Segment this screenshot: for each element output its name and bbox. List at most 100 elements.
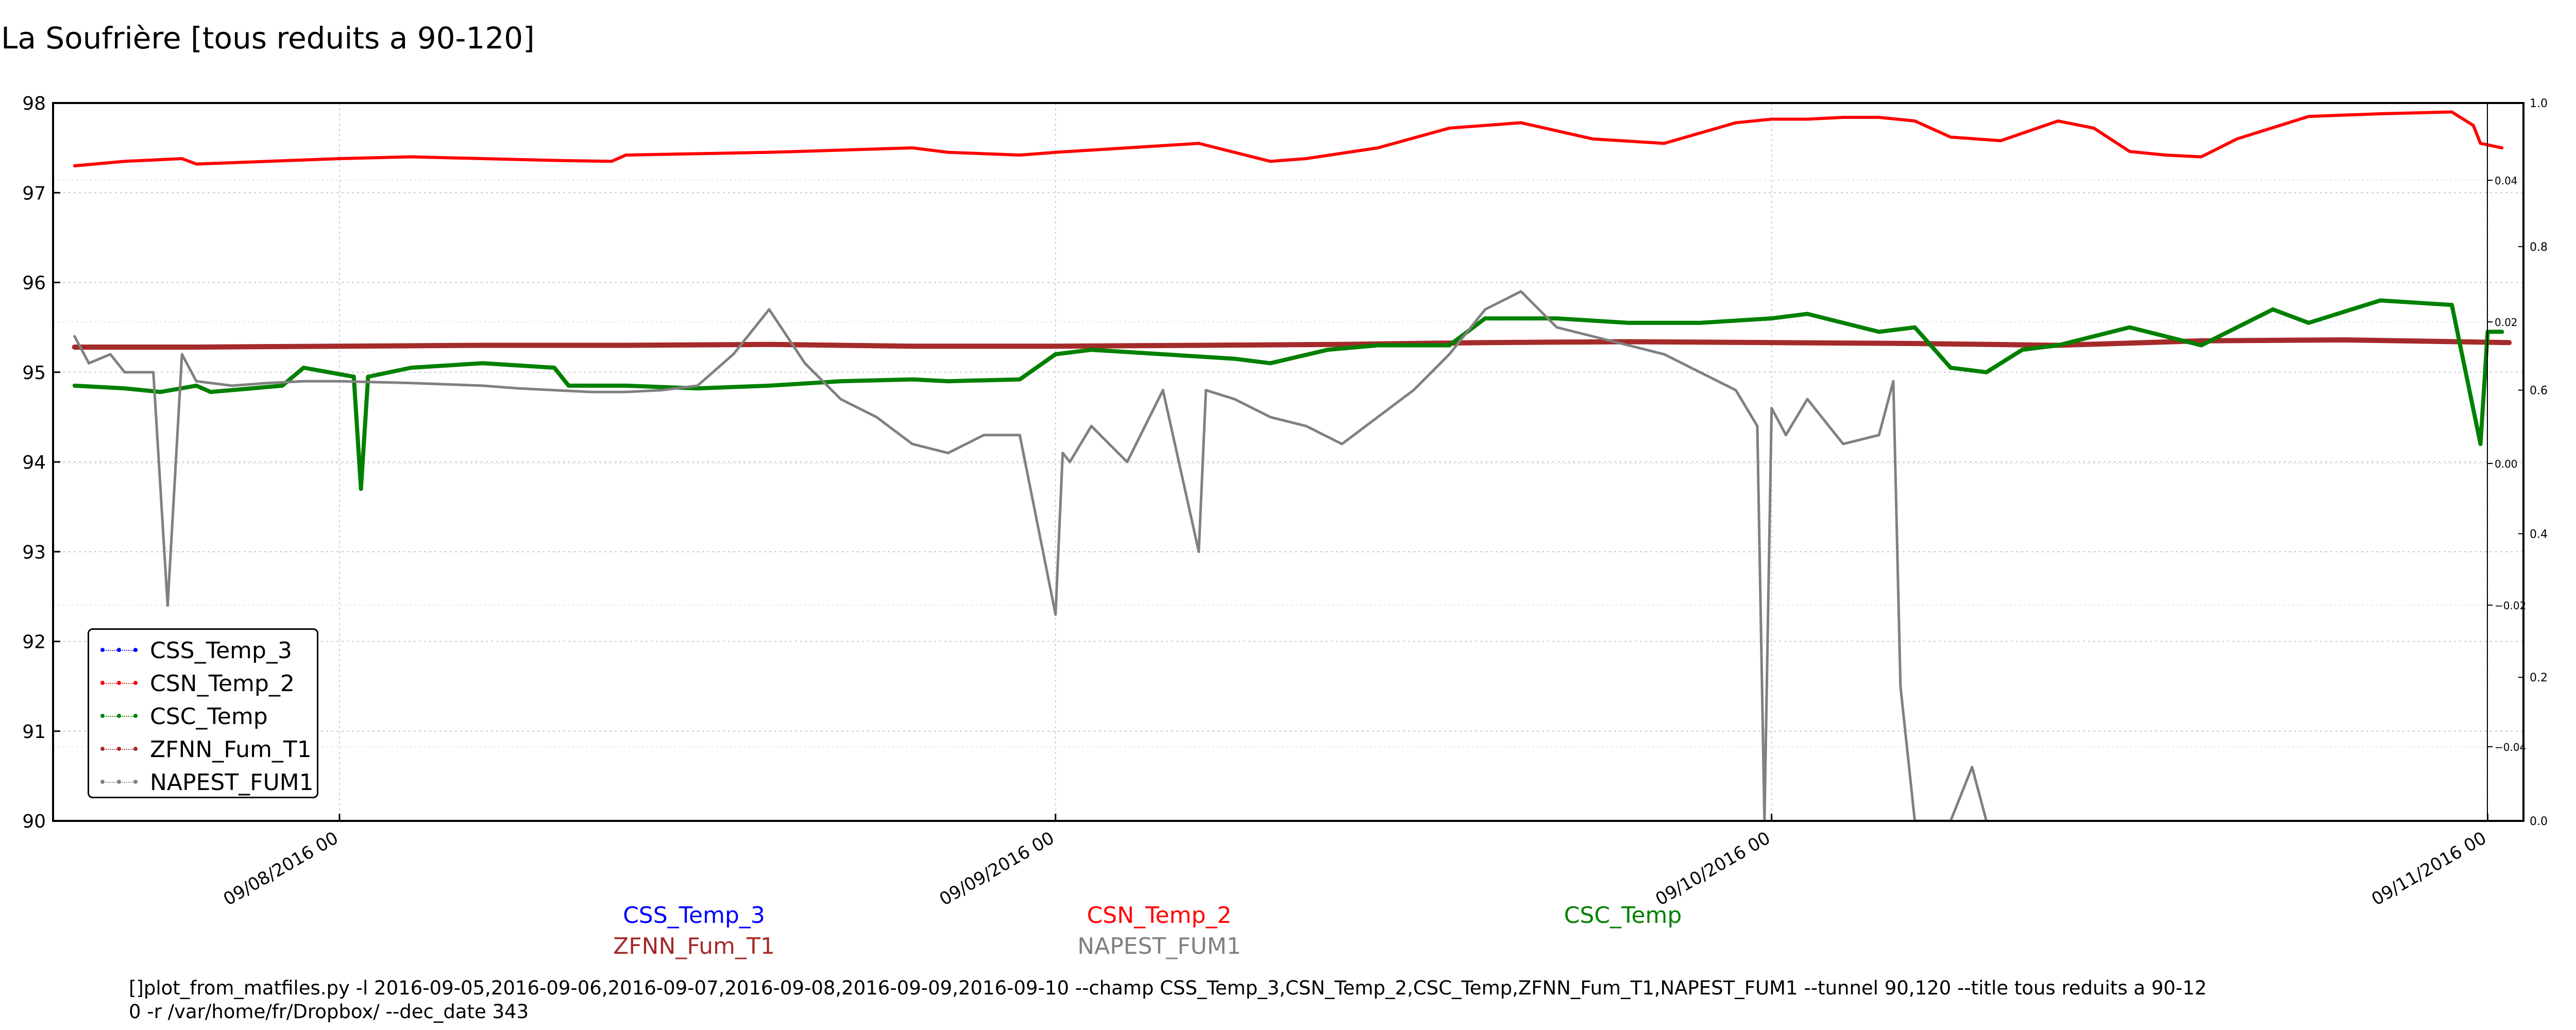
data-point-csc-temp (1698, 320, 1702, 325)
data-point-zfnn-fum-t1 (1339, 341, 1345, 347)
data-point-csc-temp (301, 366, 306, 370)
data-point-csn-temp-2 (2379, 112, 2382, 115)
data-point-csc-temp (1483, 316, 1487, 321)
x-axis: 09/08/2016 00 09/09/2016 00 09/10/2016 00 0… (220, 814, 2490, 910)
data-point-csc-temp (767, 383, 771, 388)
data-point-csn-temp-2 (1841, 115, 1845, 119)
data-point-csc-temp (695, 386, 700, 391)
data-point-napest-fum1 (1627, 344, 1630, 347)
data-point-napest-fum1 (180, 353, 183, 356)
data-point-csn-temp-2 (1054, 150, 1057, 154)
data-point-csc-temp (838, 379, 843, 384)
data-point-napest-fum1 (1519, 290, 1522, 293)
data-point-napest-fum1 (1892, 380, 1895, 383)
data-point-napest-fum1 (1018, 434, 1021, 437)
data-point-csn-temp-2 (1806, 117, 1809, 121)
data-point-csc-temp (158, 390, 163, 394)
data-point-csc-temp (552, 366, 556, 370)
data-point-zfnn-fum-t1 (194, 345, 199, 350)
data-point-napest-fum1 (803, 362, 806, 365)
data-point-napest-fum1 (152, 371, 155, 374)
data-point-napest-fum1 (1233, 398, 1236, 401)
data-point-csc-temp (623, 383, 628, 388)
data-point-csn-temp-2 (2199, 155, 2203, 159)
data-point-csc-temp (1769, 316, 1774, 321)
secondary-y-axis: 1.0 0.8 0.6 0.4 0.2 0.0 0.04 0.02 0.00 −0.02 −0.04 (2487, 97, 2548, 828)
data-point-csn-temp-2 (1999, 139, 2003, 143)
data-point-csc-temp (1376, 343, 1380, 348)
data-point-csc-temp (72, 383, 77, 388)
data-point-csc-temp (351, 374, 356, 379)
data-point-csc-temp (1984, 370, 1989, 374)
data-point-zfnn-fum-t1 (1196, 342, 1201, 348)
data-point-zfnn-fum-t1 (623, 342, 629, 348)
data-point-napest-fum1 (1555, 326, 1558, 329)
series-caption: CSC_Temp (1564, 902, 1682, 929)
data-point-csn-temp-2 (946, 150, 950, 154)
data-point-csc-temp (1018, 377, 1022, 382)
data-point-csc-temp (1554, 316, 1559, 321)
data-point-napest-fum1 (1756, 424, 1759, 427)
data-point-napest-fum1 (1069, 460, 1072, 464)
inner-right-tick-label: −0.04 (2495, 741, 2526, 753)
right-tick-label: 1.0 (2530, 97, 2548, 110)
data-point-csc-temp (194, 383, 198, 388)
data-point-napest-fum1 (195, 380, 198, 383)
data-point-zfnn-fum-t1 (1482, 340, 1488, 346)
data-point-napest-fum1 (1269, 416, 1272, 419)
legend-item: NAPEST_FUM1 (96, 766, 317, 799)
data-point-zfnn-fum-t1 (1053, 344, 1058, 349)
data-point-napest-fum1 (109, 353, 112, 356)
data-point-csn-temp-2 (1268, 160, 1272, 163)
inner-right-tick-label: 0.02 (2495, 316, 2518, 329)
data-point-napest-fum1 (1899, 685, 1902, 688)
legend-label: ZFNN_Fum_T1 (150, 736, 312, 763)
data-point-zfnn-fum-t1 (1625, 339, 1631, 345)
data-point-zfnn-fum-t1 (2342, 337, 2347, 342)
data-point-csc-temp (1841, 320, 1845, 325)
data-point-csn-temp-2 (610, 160, 614, 163)
data-point-csc-temp (946, 379, 951, 384)
data-point-csc-temp (1948, 366, 1953, 370)
data-point-napest-fum1 (266, 382, 269, 385)
right-tick-label: 0.2 (2530, 672, 2548, 684)
data-point-csn-temp-2 (1591, 137, 1595, 141)
data-point-csn-temp-2 (266, 160, 269, 163)
y-tick-label: 94 (22, 452, 46, 473)
data-point-csc-temp (1877, 330, 1882, 334)
data-point-napest-fum1 (1376, 416, 1379, 419)
data-point-csc-temp (366, 374, 370, 379)
y-tick-label: 91 (22, 722, 46, 743)
legend-label: NAPEST_FUM1 (150, 769, 314, 796)
data-point-napest-fum1 (839, 398, 842, 401)
legend-item: CSN_Temp_2 (96, 667, 317, 700)
data-point-zfnn-fum-t1 (2506, 340, 2512, 346)
series-line-napest-fum1 (73, 290, 1988, 821)
data-point-csc-temp (1089, 348, 1094, 352)
data-point-csc-temp (2056, 343, 2060, 348)
legend-swatch (96, 772, 143, 793)
x-tick-label: 09/10/2016 00 (1652, 828, 1774, 910)
data-point-napest-fum1 (1412, 389, 1415, 392)
data-point-csn-temp-2 (337, 157, 341, 160)
y-tick-label: 90 (22, 811, 46, 832)
y-axis: 90 91 92 93 94 95 96 97 98 (22, 93, 60, 832)
data-point-csc-temp (280, 383, 284, 388)
data-point-csn-temp-2 (2450, 110, 2453, 114)
data-point-zfnn-fum-t1 (2198, 338, 2204, 344)
data-point-csn-temp-2 (1125, 146, 1129, 150)
right-tick-label: 0.6 (2530, 385, 2548, 398)
data-point-zfnn-fum-t1 (909, 344, 915, 349)
data-point-csc-temp (2307, 320, 2311, 325)
data-point-napest-fum1 (1090, 424, 1093, 427)
data-point-csn-temp-2 (73, 164, 76, 167)
command-line-text: []plot_from_matfiles.py -l 2016-09-05,20… (129, 977, 2207, 1023)
data-point-napest-fum1 (1341, 442, 1344, 445)
data-point-napest-fum1 (1061, 452, 1064, 455)
data-point-zfnn-fum-t1 (72, 345, 77, 350)
data-point-csn-temp-2 (1734, 121, 1738, 125)
data-point-csc-temp (409, 366, 413, 370)
data-point-napest-fum1 (624, 390, 628, 393)
data-point-napest-fum1 (410, 382, 413, 385)
